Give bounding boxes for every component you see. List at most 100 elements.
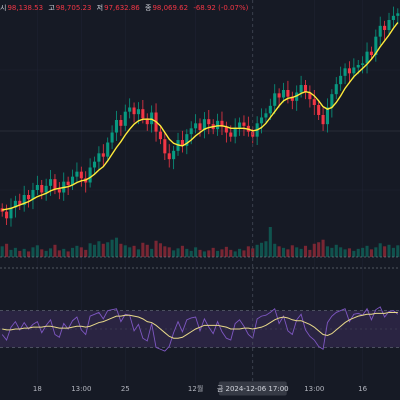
x-tick-label: 13:00: [71, 385, 91, 393]
candle-body: [114, 120, 119, 133]
candle-body: [308, 92, 312, 100]
change-value: -68.92 (-0.07%): [193, 4, 249, 12]
volume-bar: [53, 244, 57, 257]
volume-bar: [347, 248, 351, 257]
candle-body: [66, 181, 70, 185]
volume-bar: [352, 250, 356, 257]
volume-bar: [172, 250, 176, 257]
candle-body: [343, 68, 347, 76]
volume-bar: [361, 247, 365, 257]
candle-body: [383, 25, 387, 30]
candle-body: [97, 153, 101, 162]
volume-bar: [114, 237, 119, 257]
candle-body: [88, 167, 92, 183]
candle-body: [334, 84, 338, 95]
volume-bar: [158, 243, 162, 257]
volume-bar: [70, 247, 75, 257]
candle-body: [347, 68, 351, 74]
volume-bar: [303, 245, 308, 257]
volume-bar: [31, 247, 35, 257]
volume-bar: [132, 245, 136, 257]
volume-bar: [110, 239, 114, 257]
candle-body: [220, 120, 224, 127]
candle-body: [145, 118, 149, 125]
volume-bar: [62, 248, 66, 257]
candle-body: [391, 15, 395, 20]
volume-bar: [75, 245, 79, 257]
volume-bar: [255, 244, 259, 257]
candle-body: [312, 99, 316, 105]
volume-bar: [281, 247, 286, 257]
volume-bar: [27, 251, 31, 257]
grid: [0, 0, 400, 383]
volume-bar: [339, 247, 343, 257]
rsi-line: [1, 306, 399, 352]
volume-bar: [163, 246, 167, 257]
candle-body: [374, 36, 378, 55]
volume-bar: [35, 245, 39, 257]
volume-bar: [334, 244, 338, 257]
candle-body: [101, 153, 105, 157]
volume-bars: [0, 227, 400, 257]
volume-bar: [84, 249, 88, 257]
candle-body: [75, 171, 79, 177]
candle-body: [233, 127, 237, 137]
candle-body: [57, 189, 61, 193]
volume-bar: [194, 247, 198, 257]
candle-body: [277, 93, 281, 98]
candle-body: [290, 96, 294, 101]
candle-body: [356, 65, 360, 68]
candle-body: [40, 185, 44, 193]
volume-bar: [211, 247, 215, 257]
volume-bar: [176, 248, 180, 257]
volume-bar: [119, 243, 123, 257]
volume-bar: [57, 250, 61, 257]
volume-bar: [9, 249, 13, 257]
candle-body: [180, 140, 184, 146]
low-label: 저: [96, 4, 104, 12]
candle-body: [9, 207, 13, 219]
candle-body: [216, 120, 220, 130]
candle-body: [163, 139, 167, 154]
volume-bar: [97, 241, 101, 257]
candle-body: [119, 120, 123, 126]
volume-bar: [268, 227, 272, 257]
candle-body: [202, 119, 206, 130]
candle-body: [18, 200, 22, 205]
candle-body: [321, 115, 325, 125]
open-value: 98,138.53: [7, 4, 44, 12]
crosshair-date-label: 금 2024-12-06 17:00: [217, 381, 289, 396]
candle-body: [224, 126, 228, 133]
volume-bar: [396, 245, 400, 257]
volume-bar: [207, 250, 211, 257]
rsi-moving-average-line: [2, 311, 398, 339]
candle-body: [92, 161, 97, 168]
volume-bar: [321, 239, 325, 257]
volume-bar: [387, 244, 391, 257]
volume-bar: [369, 249, 373, 257]
volume-bar: [229, 249, 233, 257]
volume-bar: [330, 247, 334, 257]
x-tick-label: 12월: [188, 384, 203, 393]
volume-bar: [202, 251, 206, 257]
volume-bar: [13, 247, 17, 257]
volume-bar: [0, 246, 4, 257]
candle-body: [317, 105, 321, 115]
candle-body: [286, 90, 290, 97]
volume-bar: [378, 243, 382, 257]
candle-body: [27, 195, 31, 200]
volume-bar: [264, 241, 268, 257]
volume-bar: [383, 246, 387, 257]
volume-bar: [233, 251, 237, 257]
volume-bar: [106, 242, 110, 257]
crosshair-date-label-background: [218, 381, 287, 396]
candle-body: [260, 117, 264, 124]
candle-body: [167, 153, 171, 160]
volume-bar: [220, 249, 224, 257]
volume-bar: [145, 244, 149, 257]
volume-bar: [391, 247, 395, 257]
candle-body: [325, 107, 330, 125]
candle-body: [70, 176, 75, 185]
